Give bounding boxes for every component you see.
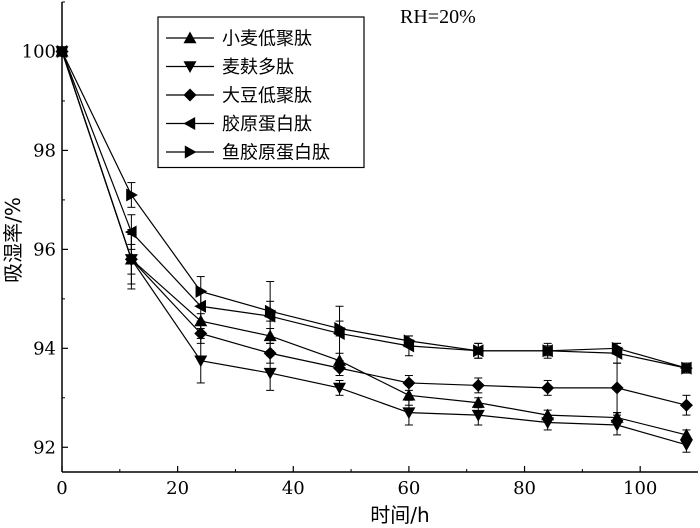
legend-marker (183, 31, 197, 44)
legend-marker (183, 88, 197, 102)
x-tick-label: 40 (282, 478, 305, 499)
series-line (61, 51, 687, 369)
data-point (264, 304, 277, 318)
y-tick-label: 96 (33, 239, 56, 260)
data-point (610, 381, 624, 395)
legend-item: 胶原蛋白肽 (166, 114, 312, 135)
legend-label: 大豆低聚肽 (222, 86, 312, 107)
axes: 0 20 40 60 80 100 92 94 96 98 100 (22, 1, 698, 499)
legend-marker (183, 117, 196, 130)
y-tick-label: 100 (22, 41, 56, 62)
data-point (124, 225, 137, 239)
series-line (61, 51, 687, 369)
series-5 (56, 44, 693, 375)
data-point (681, 361, 693, 375)
data-point (263, 367, 277, 380)
y-tick-label: 94 (33, 338, 56, 359)
data-point (403, 334, 416, 348)
data-point (195, 284, 208, 298)
legend-item: 大豆低聚肽 (166, 86, 312, 107)
data-point (402, 407, 416, 420)
series-3 (55, 44, 693, 416)
series-line (61, 51, 687, 406)
data-point (679, 398, 693, 412)
data-point (471, 378, 485, 392)
x-axis-label: 时间/h (370, 503, 429, 527)
series-4 (55, 44, 692, 375)
data-point (610, 419, 624, 432)
x-tick-label: 80 (513, 478, 536, 499)
legend-item: 麦麸多肽 (166, 57, 294, 78)
legend-marker (183, 61, 197, 73)
data-point (333, 361, 347, 375)
series-layer (55, 44, 693, 453)
data-point (126, 188, 138, 202)
y-axis-label: 吸湿率/% (1, 197, 25, 283)
data-point (194, 355, 208, 368)
data-point (541, 417, 555, 430)
legend-label: 麦麸多肽 (222, 57, 294, 78)
data-point (334, 322, 347, 336)
series-2 (55, 46, 693, 453)
x-tick-label: 20 (166, 478, 189, 499)
y-tick-label: 92 (33, 437, 56, 458)
data-point (402, 376, 416, 390)
data-point (124, 252, 138, 266)
legend-label: 鱼胶原蛋白肽 (222, 143, 330, 164)
x-tick-label: 60 (397, 478, 420, 499)
data-point (333, 382, 347, 395)
legend-label: 小麦低聚肽 (222, 29, 312, 50)
data-point (402, 388, 416, 401)
series-1 (55, 44, 693, 441)
series-line (61, 51, 687, 446)
legend-label: 胶原蛋白肽 (222, 114, 312, 135)
legend-item: 鱼胶原蛋白肽 (166, 143, 330, 164)
legend-marker (184, 145, 197, 159)
series-line (61, 51, 687, 436)
x-tick-label: 100 (623, 478, 657, 499)
data-point (541, 381, 555, 395)
legend-item: 小麦低聚肽 (166, 29, 312, 50)
y-tick-label: 98 (33, 140, 56, 161)
rh-annotation: RH=20% (400, 6, 476, 28)
data-point (542, 344, 555, 358)
x-tick-label: 0 (56, 478, 67, 499)
data-point (679, 439, 693, 452)
data-point (263, 346, 277, 360)
data-point (611, 341, 624, 355)
data-point (471, 409, 485, 422)
data-point (194, 326, 208, 340)
data-point (473, 344, 485, 358)
